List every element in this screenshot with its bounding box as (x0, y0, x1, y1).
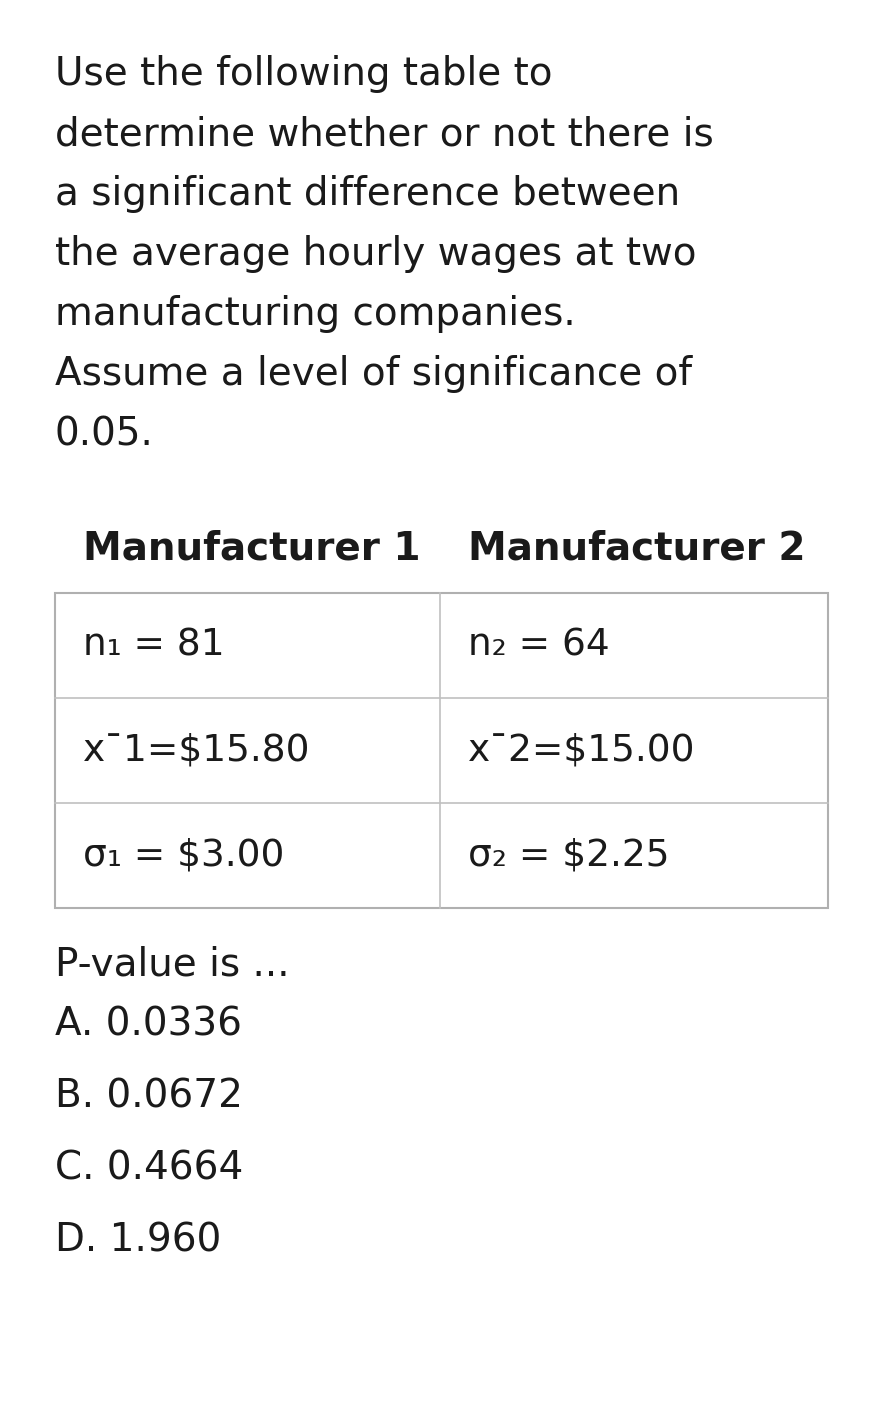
Text: x¯1=$15.80: x¯1=$15.80 (83, 732, 310, 769)
Text: P-value is ...: P-value is ... (55, 946, 289, 983)
Text: x¯2=$15.00: x¯2=$15.00 (467, 732, 695, 769)
Text: n₁ = 81: n₁ = 81 (83, 628, 225, 663)
Text: determine whether or not there is: determine whether or not there is (55, 115, 713, 153)
Text: Manufacturer 1: Manufacturer 1 (83, 530, 420, 568)
Text: manufacturing companies.: manufacturing companies. (55, 295, 575, 333)
Text: n₂ = 64: n₂ = 64 (467, 628, 609, 663)
Text: D. 1.960: D. 1.960 (55, 1222, 221, 1260)
Text: Use the following table to: Use the following table to (55, 55, 552, 93)
Text: a significant difference between: a significant difference between (55, 176, 680, 214)
Text: the average hourly wages at two: the average hourly wages at two (55, 235, 695, 273)
Text: σ₂ = $2.25: σ₂ = $2.25 (467, 837, 669, 874)
Text: A. 0.0336: A. 0.0336 (55, 1006, 242, 1044)
Text: C. 0.4664: C. 0.4664 (55, 1151, 243, 1189)
Text: Assume a level of significance of: Assume a level of significance of (55, 355, 691, 393)
Bar (55, 593, 827, 908)
Text: B. 0.0672: B. 0.0672 (55, 1078, 243, 1116)
Text: σ₁ = $3.00: σ₁ = $3.00 (83, 837, 284, 874)
Text: Manufacturer 2: Manufacturer 2 (467, 530, 804, 568)
Text: 0.05.: 0.05. (55, 414, 153, 452)
